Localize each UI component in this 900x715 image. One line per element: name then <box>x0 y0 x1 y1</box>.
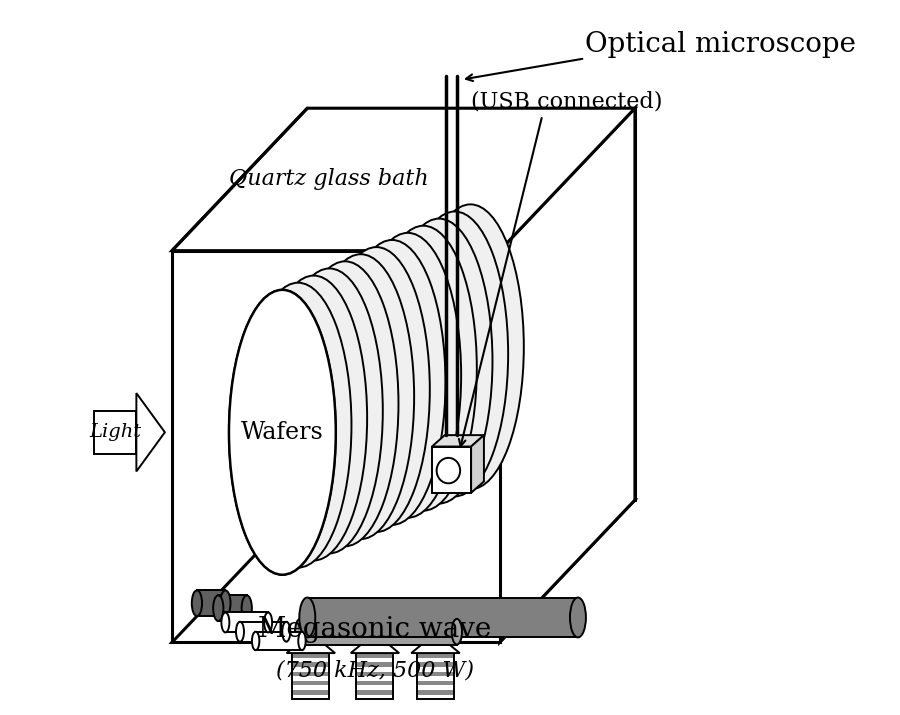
Polygon shape <box>417 686 454 690</box>
Ellipse shape <box>417 204 524 489</box>
Polygon shape <box>292 653 329 658</box>
Polygon shape <box>356 690 393 695</box>
Ellipse shape <box>338 240 446 525</box>
Ellipse shape <box>229 290 336 575</box>
Polygon shape <box>356 667 393 671</box>
Ellipse shape <box>307 255 414 539</box>
Ellipse shape <box>276 268 382 553</box>
Ellipse shape <box>260 275 367 561</box>
Polygon shape <box>356 658 393 662</box>
Ellipse shape <box>241 596 252 621</box>
Polygon shape <box>432 447 471 493</box>
Polygon shape <box>172 108 634 251</box>
Polygon shape <box>417 681 454 686</box>
Polygon shape <box>225 613 268 633</box>
Polygon shape <box>137 393 165 471</box>
Ellipse shape <box>221 613 230 633</box>
Polygon shape <box>432 435 484 447</box>
Polygon shape <box>417 695 454 699</box>
Polygon shape <box>256 632 302 650</box>
Polygon shape <box>356 695 393 699</box>
Ellipse shape <box>220 591 230 616</box>
Polygon shape <box>417 658 454 662</box>
Polygon shape <box>292 667 329 671</box>
Polygon shape <box>172 500 634 642</box>
Polygon shape <box>356 686 393 690</box>
Polygon shape <box>197 591 225 616</box>
Ellipse shape <box>452 619 462 644</box>
Ellipse shape <box>213 596 223 621</box>
Polygon shape <box>417 662 454 667</box>
Polygon shape <box>351 633 400 653</box>
Polygon shape <box>286 633 335 653</box>
Polygon shape <box>307 108 634 500</box>
Polygon shape <box>292 681 329 686</box>
Text: Quartz glass bath: Quartz glass bath <box>229 169 428 190</box>
Ellipse shape <box>401 212 508 496</box>
Ellipse shape <box>355 233 461 518</box>
Polygon shape <box>417 690 454 695</box>
Ellipse shape <box>252 632 259 650</box>
Polygon shape <box>500 108 634 642</box>
Polygon shape <box>471 435 484 493</box>
Ellipse shape <box>264 613 272 633</box>
Ellipse shape <box>192 591 202 616</box>
Polygon shape <box>292 695 329 699</box>
Polygon shape <box>292 690 329 695</box>
Polygon shape <box>292 658 329 662</box>
Polygon shape <box>417 653 454 658</box>
Polygon shape <box>94 411 137 453</box>
Polygon shape <box>411 633 460 653</box>
Polygon shape <box>356 681 393 686</box>
Ellipse shape <box>298 632 306 650</box>
Text: (750 kHz, 500 W): (750 kHz, 500 W) <box>276 660 474 682</box>
Polygon shape <box>417 676 454 681</box>
Text: Megasonic wave: Megasonic wave <box>258 616 491 643</box>
Ellipse shape <box>300 598 315 637</box>
Polygon shape <box>292 662 329 667</box>
Polygon shape <box>417 667 454 671</box>
Ellipse shape <box>236 622 244 641</box>
Ellipse shape <box>436 458 460 483</box>
Polygon shape <box>301 619 457 644</box>
Text: (USB connected): (USB connected) <box>471 90 662 112</box>
Ellipse shape <box>245 282 352 568</box>
Text: Light: Light <box>89 423 141 441</box>
Ellipse shape <box>370 226 477 511</box>
Polygon shape <box>356 676 393 681</box>
Polygon shape <box>356 671 393 676</box>
Polygon shape <box>172 251 500 642</box>
Polygon shape <box>292 686 329 690</box>
Polygon shape <box>417 671 454 676</box>
Ellipse shape <box>385 219 492 503</box>
Ellipse shape <box>292 262 399 546</box>
Polygon shape <box>240 622 286 641</box>
Ellipse shape <box>570 598 586 637</box>
Polygon shape <box>356 653 393 658</box>
Ellipse shape <box>323 247 430 532</box>
Ellipse shape <box>229 290 336 575</box>
Text: Wafers: Wafers <box>241 421 324 444</box>
Polygon shape <box>356 662 393 667</box>
Ellipse shape <box>283 622 291 641</box>
Polygon shape <box>307 598 578 637</box>
Ellipse shape <box>295 619 305 644</box>
Polygon shape <box>292 671 329 676</box>
Text: Optical microscope: Optical microscope <box>585 31 856 58</box>
Polygon shape <box>292 676 329 681</box>
Polygon shape <box>219 596 247 621</box>
